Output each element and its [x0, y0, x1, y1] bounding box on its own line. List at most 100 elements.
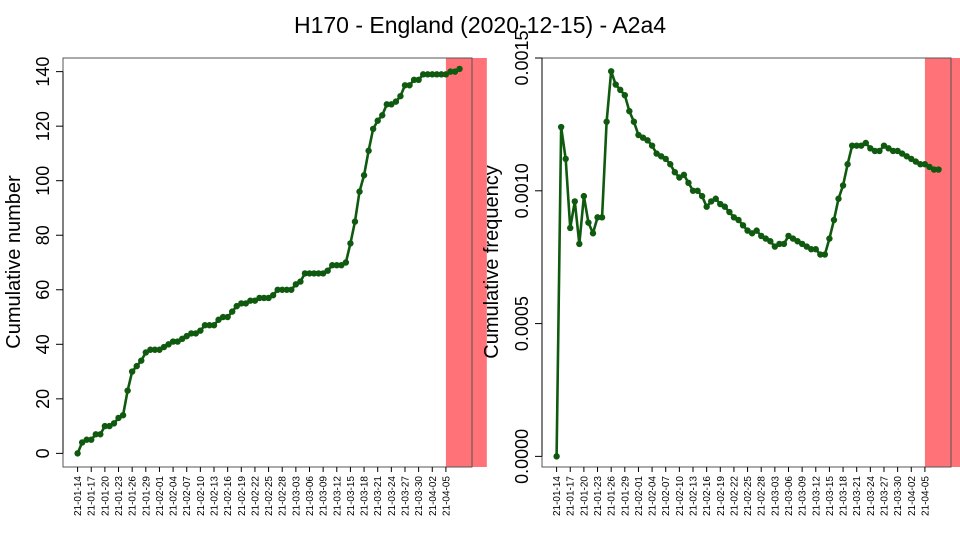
x-tick-label: 21-01-17 [87, 476, 98, 516]
x-tick-label: 21-01-14 [73, 476, 84, 516]
x-tick-label: 21-03-06 [305, 476, 316, 516]
data-point [876, 147, 883, 155]
series-line [76, 67, 461, 454]
x-tick-label: 21-03-21 [373, 476, 384, 516]
x-tick-label: 21-03-12 [811, 476, 822, 516]
data-point [147, 346, 154, 353]
x-tick-label: 21-02-16 [223, 476, 234, 516]
data-point [862, 139, 869, 147]
data-point [374, 117, 381, 124]
data-point [283, 286, 290, 293]
x-tick-label: 21-03-18 [360, 476, 371, 516]
x-tick-label: 21-04-02 [907, 476, 918, 516]
x-tick-label: 21-03-09 [798, 476, 809, 516]
data-point [617, 86, 624, 94]
y-tick-label: 80 [33, 225, 53, 245]
data-point [456, 65, 463, 73]
data-point [603, 118, 610, 125]
highlight-band [445, 58, 487, 467]
y-tick-label: 140 [33, 57, 53, 87]
y-tick-label: 0 [33, 448, 53, 458]
x-tick-label: 21-01-29 [620, 476, 631, 516]
data-point [917, 161, 924, 168]
x-tick-label: 21-03-15 [346, 476, 357, 516]
data-point [315, 270, 322, 277]
x-tick-label: 21-03-30 [893, 476, 904, 516]
data-point [288, 286, 295, 293]
data-point [685, 179, 692, 187]
y-tick-label: 60 [33, 280, 53, 300]
data-point [648, 142, 656, 149]
y-axis-label: Cumulative frequency [481, 165, 503, 358]
x-tick-label: 21-03-18 [839, 476, 850, 516]
data-point [365, 147, 372, 154]
data-point [356, 188, 363, 195]
x-tick-label: 21-03-09 [319, 476, 330, 516]
x-tick-label: 21-04-05 [920, 476, 931, 516]
data-point [197, 327, 204, 334]
x-tick-label: 21-04-02 [428, 476, 439, 516]
x-tick-label: 21-01-17 [566, 476, 577, 516]
data-point [712, 195, 719, 202]
x-tick-label: 21-01-23 [114, 476, 125, 516]
data-point [447, 68, 454, 75]
data-point [739, 222, 747, 229]
data-point [703, 203, 710, 210]
x-tick-label: 21-02-07 [661, 476, 672, 516]
data-point [853, 142, 860, 149]
data-point [97, 431, 104, 438]
data-point [229, 308, 236, 315]
data-point [694, 187, 701, 194]
x-tick-label: 21-02-01 [634, 476, 645, 516]
data-point [594, 214, 601, 221]
data-point [74, 450, 81, 457]
x-tick-label: 21-03-24 [866, 476, 877, 516]
data-point [726, 208, 733, 216]
y-tick-label: 0.0000 [512, 429, 532, 484]
data-point [151, 346, 159, 353]
data-point [383, 101, 390, 108]
data-point [247, 297, 254, 304]
data-point [83, 436, 90, 443]
data-point [630, 118, 638, 125]
data-point [219, 313, 227, 321]
x-tick-label: 21-02-19 [716, 476, 727, 516]
data-point [379, 112, 386, 119]
x-tick-label: 21-02-16 [702, 476, 713, 516]
data-point [119, 411, 127, 419]
data-point [698, 192, 706, 200]
x-tick-label: 21-01-20 [100, 476, 111, 516]
x-tick-label: 21-03-27 [400, 476, 411, 516]
x-tick-label: 21-03-21 [852, 476, 863, 516]
data-point [310, 270, 318, 277]
data-point [607, 68, 615, 75]
x-tick-label: 21-02-28 [278, 476, 289, 516]
data-point [808, 246, 815, 253]
x-tick-label: 21-02-13 [689, 476, 700, 516]
data-point [101, 422, 109, 430]
data-point [826, 235, 833, 242]
data-point [324, 267, 331, 274]
y-tick-label: 0.0005 [512, 296, 532, 351]
data-point [721, 203, 729, 210]
data-point [401, 82, 409, 89]
y-tick-label: 100 [33, 166, 53, 196]
data-point [680, 171, 688, 179]
data-point [830, 216, 838, 224]
x-tick-label: 21-03-15 [825, 476, 836, 516]
data-point [735, 216, 742, 224]
y-axis-label: Cumulative number [3, 175, 25, 349]
x-tick-label: 21-03-27 [879, 476, 890, 516]
data-point [329, 262, 336, 269]
x-tick-label: 21-01-23 [593, 476, 604, 516]
data-point [753, 227, 760, 234]
x-tick-label: 21-02-10 [675, 476, 686, 516]
data-point [306, 270, 313, 277]
data-point [871, 147, 879, 155]
x-tick-label: 21-03-30 [414, 476, 425, 516]
data-point [817, 251, 824, 258]
y-tick-label: 20 [33, 389, 53, 409]
data-point [667, 161, 674, 168]
